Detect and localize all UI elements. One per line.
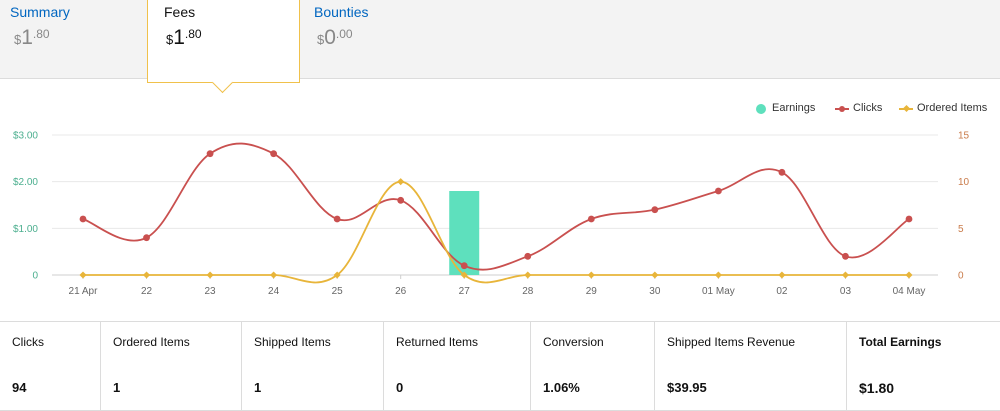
ordered-items-point bbox=[270, 271, 278, 279]
ordered-items-point bbox=[905, 271, 913, 279]
ordered-items-point bbox=[79, 271, 87, 279]
x-axis-tick-label: 24 bbox=[268, 286, 280, 297]
left-axis-tick-label: 0 bbox=[32, 271, 38, 282]
stat-returned-items-value: 0 bbox=[396, 380, 404, 395]
stat-total-earnings: Total Earnings $1.80 bbox=[847, 322, 1000, 410]
stat-conversion: Conversion 1.06% bbox=[531, 322, 655, 410]
tab-summary[interactable]: Summary $1.80 bbox=[0, 0, 146, 78]
legend-clicks-label: Clicks bbox=[853, 102, 883, 114]
clicks-point bbox=[270, 150, 278, 158]
stat-conversion-value: 1.06% bbox=[543, 380, 580, 395]
x-axis-tick-label: 03 bbox=[840, 286, 852, 297]
left-axis-tick-label: $1.00 bbox=[13, 224, 38, 235]
stat-shipped-items: Shipped Items 1 bbox=[242, 322, 384, 410]
clicks-point bbox=[842, 252, 849, 260]
clicks-point bbox=[397, 196, 405, 204]
tab-bounties-label: Bounties bbox=[314, 4, 369, 20]
earnings-swatch-icon bbox=[756, 104, 766, 114]
ordered-items-point bbox=[714, 271, 722, 279]
stat-total-earnings-value: $1.80 bbox=[859, 380, 895, 396]
clicks-point bbox=[587, 215, 595, 223]
stat-returned-items: Returned Items 0 bbox=[384, 322, 531, 410]
x-axis-tick-label: 22 bbox=[141, 286, 153, 297]
clicks-point bbox=[905, 215, 913, 223]
x-axis-tick-label: 30 bbox=[649, 286, 661, 297]
stat-ordered-items-label: Ordered Items bbox=[113, 335, 190, 349]
clicks-point bbox=[333, 215, 341, 223]
ordered-items-point bbox=[778, 271, 786, 279]
clicks-point bbox=[524, 252, 532, 260]
clicks-line bbox=[82, 142, 910, 271]
stat-shipped-items-label: Shipped Items bbox=[254, 335, 331, 349]
ordered-items-swatch-icon bbox=[899, 104, 913, 113]
stat-clicks: Clicks 94 bbox=[0, 322, 101, 410]
legend-ordered-items-label: Ordered Items bbox=[917, 102, 988, 114]
stat-clicks-value: 94 bbox=[12, 380, 27, 395]
stats-bar: Clicks 94 Ordered Items 1 Shipped Items … bbox=[0, 321, 1000, 411]
clicks-point bbox=[714, 187, 722, 195]
clicks-point bbox=[778, 168, 786, 176]
ordered-items-point bbox=[524, 271, 532, 279]
clicks-point bbox=[460, 262, 468, 270]
left-axis-tick-label: $3.00 bbox=[13, 131, 38, 142]
x-axis-tick-label: 27 bbox=[459, 286, 471, 297]
x-axis-tick-label: 26 bbox=[395, 286, 407, 297]
clicks-point bbox=[79, 215, 87, 223]
ordered-items-point bbox=[460, 271, 468, 279]
stat-total-earnings-label: Total Earnings bbox=[859, 335, 942, 349]
tab-fees-amount: $1.80 bbox=[166, 26, 202, 49]
clicks-point bbox=[206, 150, 214, 158]
stat-ordered-items: Ordered Items 1 bbox=[101, 322, 242, 410]
tab-summary-amount: $1.80 bbox=[14, 26, 50, 49]
stat-shipped-items-value: 1 bbox=[254, 380, 262, 395]
clicks-point bbox=[651, 206, 659, 214]
x-axis-tick-label: 23 bbox=[205, 286, 217, 297]
chart-legend: Earnings Clicks Ordered Items bbox=[756, 102, 988, 118]
ordered-items-point bbox=[587, 271, 595, 279]
ordered-items-point bbox=[397, 178, 405, 186]
stat-shipped-items-revenue-value: $39.95 bbox=[667, 380, 707, 395]
tab-bounties[interactable]: Bounties $0.00 bbox=[303, 0, 453, 78]
left-axis-tick-label: $2.00 bbox=[13, 177, 38, 188]
stat-ordered-items-value: 1 bbox=[113, 380, 121, 395]
stat-conversion-label: Conversion bbox=[543, 335, 604, 349]
x-axis-tick-label: 29 bbox=[586, 286, 598, 297]
x-axis-tick-label: 04 May bbox=[893, 286, 926, 297]
x-axis-tick-label: 28 bbox=[522, 286, 534, 297]
earnings-bar bbox=[449, 191, 480, 275]
tab-fees-label: Fees bbox=[164, 4, 196, 20]
active-tab-pointer bbox=[211, 71, 234, 94]
right-axis-tick-label: 10 bbox=[958, 177, 970, 188]
x-axis-tick-label: 21 Apr bbox=[69, 286, 99, 297]
right-axis-tick-label: 5 bbox=[958, 224, 964, 235]
clicks-point bbox=[143, 234, 150, 242]
tab-summary-label: Summary bbox=[10, 4, 70, 20]
tab-bounties-amount: $0.00 bbox=[317, 26, 353, 49]
stat-shipped-items-revenue: Shipped Items Revenue $39.95 bbox=[655, 322, 847, 410]
x-axis-tick-label: 01 May bbox=[702, 286, 735, 297]
ordered-items-point bbox=[143, 271, 151, 279]
clicks-swatch-icon bbox=[835, 106, 849, 112]
stat-clicks-label: Clicks bbox=[12, 335, 44, 349]
tab-fees[interactable]: Fees $1.80 bbox=[147, 0, 300, 94]
ordered-items-point bbox=[206, 271, 214, 279]
ordered-items-point bbox=[333, 271, 341, 279]
ordered-items-point bbox=[841, 271, 849, 279]
x-axis-tick-label: 02 bbox=[776, 286, 788, 297]
legend-earnings-label: Earnings bbox=[772, 102, 816, 114]
stat-shipped-items-revenue-label: Shipped Items Revenue bbox=[667, 335, 796, 349]
right-axis-tick-label: 15 bbox=[958, 131, 970, 142]
x-axis-tick-label: 25 bbox=[332, 286, 344, 297]
stat-returned-items-label: Returned Items bbox=[396, 335, 479, 349]
report-tabs: Summary $1.80 Fees $1.80 Bounties $0.00 bbox=[0, 0, 1000, 94]
earnings-chart: 0 0 $1.00 5 $2.00 10 $3.00 15 21 Apr 22 23 24 25 26 27… bbox=[13, 131, 970, 298]
ordered-items-point bbox=[651, 271, 659, 279]
right-axis-tick-label: 0 bbox=[958, 271, 964, 282]
